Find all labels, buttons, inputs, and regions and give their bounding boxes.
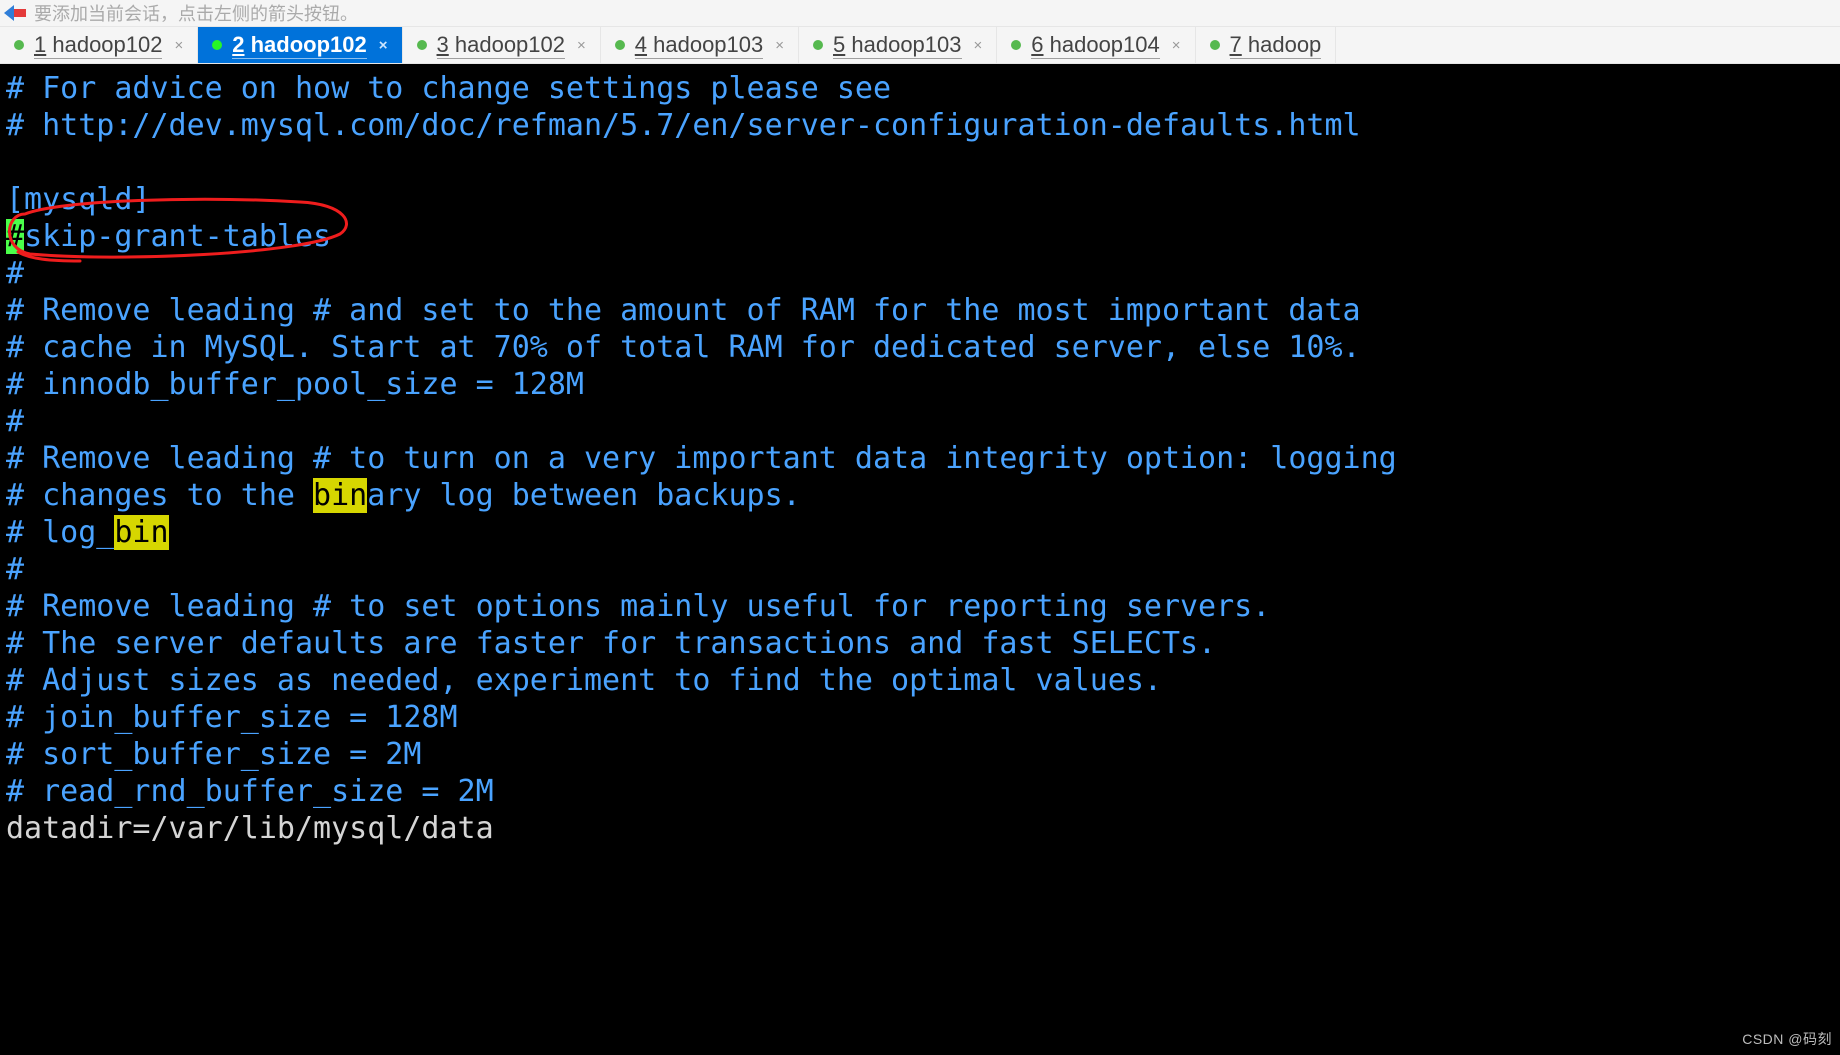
tab-close-icon[interactable]: × [974,37,983,54]
session-status-icon [417,40,427,50]
session-tab-5[interactable]: 5 hadoop103 × [799,27,997,63]
session-tab-6[interactable]: 6 hadoop104 × [997,27,1195,63]
session-tab-7[interactable]: 7 hadoop [1196,27,1337,63]
search-match: bin [313,478,367,513]
session-tab-label: 3 hadoop102 [437,32,565,59]
arrow-icon [4,4,26,22]
session-tab-2[interactable]: 2 hadoop102 × [198,27,402,63]
tab-close-icon[interactable]: × [577,37,586,54]
session-status-icon [212,40,222,50]
session-hint-bar: 要添加当前会话，点击左侧的箭头按钮。 [0,0,1840,26]
tab-close-icon[interactable]: × [174,37,183,54]
search-match: bin [114,515,168,550]
session-status-icon [14,40,24,50]
session-tab-label: 6 hadoop104 [1031,32,1159,59]
tab-close-icon[interactable]: × [379,37,388,54]
session-tab-label: 2 hadoop102 [232,32,367,59]
session-status-icon [813,40,823,50]
editor-content: # For advice on how to change settings p… [0,64,1840,847]
session-status-icon [1210,40,1220,50]
csdn-watermark: CSDN @码刻 [1742,1029,1832,1049]
session-status-icon [1011,40,1021,50]
session-tab-4[interactable]: 4 hadoop103 × [601,27,799,63]
terminal-editor-area[interactable]: # For advice on how to change settings p… [0,64,1840,1055]
session-tab-label: 1 hadoop102 [34,32,162,59]
session-tab-strip: 1 hadoop102×2 hadoop102×3 hadoop102×4 ha… [0,26,1840,64]
tab-close-icon[interactable]: × [775,37,784,54]
session-tab-3[interactable]: 3 hadoop102 × [403,27,601,63]
tab-close-icon[interactable]: × [1172,37,1181,54]
session-tab-label: 7 hadoop [1230,32,1322,59]
session-tab-label: 4 hadoop103 [635,32,763,59]
session-hint-text: 要添加当前会话，点击左侧的箭头按钮。 [34,0,358,26]
session-status-icon [615,40,625,50]
session-tab-label: 5 hadoop103 [833,32,961,59]
session-tab-1[interactable]: 1 hadoop102 × [0,27,198,63]
editor-cursor: # [6,219,24,254]
